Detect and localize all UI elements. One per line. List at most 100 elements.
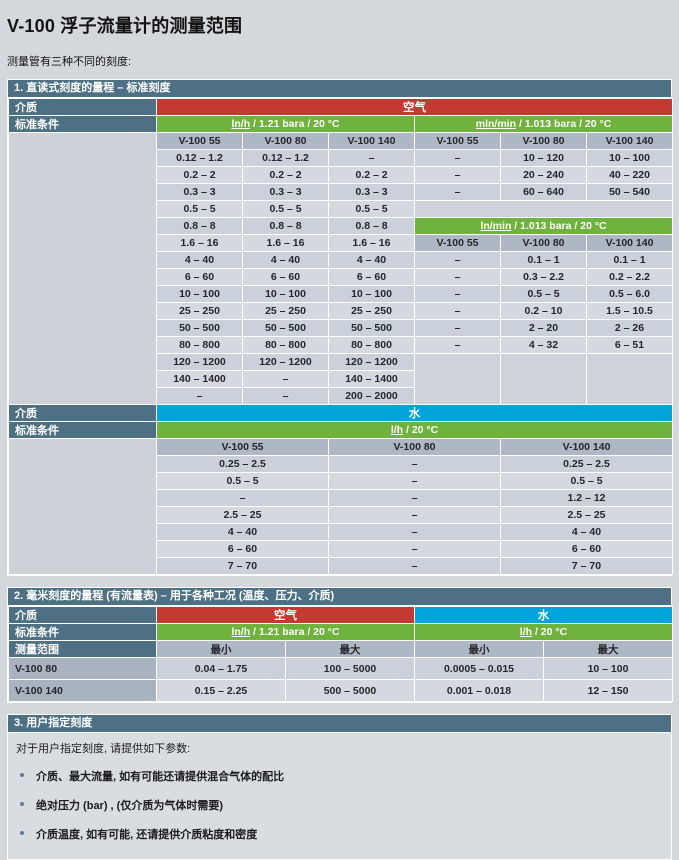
data-cell: 50 – 500 <box>156 319 243 337</box>
empty-cell <box>414 353 501 405</box>
section2-header: 2. 毫米刻度的量程 (有流量表) – 用于各种工况 (温度、压力、介质) <box>8 588 671 605</box>
data-cell: 2 – 26 <box>585 319 674 337</box>
data-cell: 4 – 40 <box>328 251 415 269</box>
column-header-cell: V-100 55 <box>156 438 329 456</box>
data-cell: 0.1 – 1 <box>585 251 674 269</box>
data-cell: 10 – 100 <box>328 285 415 303</box>
data-cell: 40 – 220 <box>585 166 674 184</box>
section-direct-reading-scale: 1. 直读式刻度的量程 – 标准刻度 介质 空气 标准条件 ln/h / 1.21 b… <box>7 79 674 576</box>
data-cell: 2 – 20 <box>500 319 587 337</box>
condition-header-cell: ln/h / 1.21 bara / 20 °C <box>156 623 415 641</box>
data-cell: 10 – 100 <box>242 285 329 303</box>
data-cell: 0.5 – 5 <box>156 472 329 490</box>
table-row: 25 – 250 25 – 250 25 – 250–0.2 – 10 1.5 – 1… <box>9 302 674 320</box>
data-cell: 0.5 – 5 <box>156 200 243 218</box>
data-cell: 0.25 – 2.5 <box>156 455 329 473</box>
column-header-cell: V-100 80 <box>242 132 329 150</box>
row-label-cell: 测量范围 <box>8 640 157 658</box>
table-row: 4 – 40 4 – 40 4 – 40–0.1 – 1 0.1 – 1 <box>9 251 674 269</box>
bullet-icon <box>20 773 24 777</box>
data-cell: 0.2 – 2 <box>242 166 329 184</box>
data-cell: 1.5 – 10.5 <box>585 302 674 320</box>
table-row: – –200 – 2000 <box>9 387 673 405</box>
data-cell: – <box>414 285 501 303</box>
parameter-item: 介质、最大流量, 如有可能还请提供混合气体的配比 <box>18 768 663 784</box>
table-row: 标准条件 ln/h / 1.21 bara / 20 °C l/h / 20 °C <box>8 623 673 641</box>
table-row: 0.12 – 1.2 0.12 – 1.2– –10 – 120 10 – 100 <box>9 149 674 167</box>
data-cell: 12 – 150 <box>543 679 673 702</box>
table-row: 0.5 – 5–0.5 – 5 <box>9 472 674 490</box>
data-cell: 0.5 – 6.0 <box>585 285 674 303</box>
table-row: 120 – 1200 120 – 1200 120 – 1200 <box>9 353 674 405</box>
condition-header-cell: l/h / 20 °C <box>155 421 674 439</box>
table-row: 2.5 – 25–2.5 – 25 <box>9 506 674 524</box>
empty-cell <box>585 353 674 405</box>
bullet-icon <box>20 831 24 835</box>
data-cell: 0.3 – 3 <box>242 183 329 201</box>
bullet-icon <box>20 802 24 806</box>
data-cell: – <box>328 149 415 167</box>
column-header-cell: V-100 80 <box>500 234 587 252</box>
column-header-cell: V-100 140 <box>585 132 674 150</box>
data-cell: 50 – 500 <box>242 319 329 337</box>
column-header-cell: V-100 140 <box>499 438 674 456</box>
data-cell: 6 – 60 <box>156 540 329 558</box>
table-row: 6 – 60 6 – 60 6 – 60–0.3 – 2.2 0.2 – 2.2 <box>9 268 674 286</box>
data-cell: 10 – 100 <box>543 657 673 680</box>
data-cell: 0.12 – 1.2 <box>242 149 329 167</box>
data-cell: 6 – 51 <box>585 336 674 354</box>
parameter-text: 介质温度, 如有可能, 还请提供介质粘度和密度 <box>36 829 258 841</box>
data-cell: 2.5 – 25 <box>499 506 674 524</box>
data-cell: – <box>414 302 501 320</box>
data-cell: 7 – 70 <box>499 557 674 575</box>
condition-header-cell: mln/min / 1.013 bara / 20 °C <box>413 115 674 133</box>
data-cell: 0.5 – 5 <box>328 200 415 218</box>
empty-cell <box>500 353 587 405</box>
medium-water-cell: 水 <box>155 404 674 422</box>
data-cell: – <box>328 557 501 575</box>
data-cell: 140 – 1400 <box>328 370 415 388</box>
column-header-cell: V-100 55 <box>414 132 501 150</box>
data-cell: 1.6 – 16 <box>242 234 329 252</box>
parameter-item: 介质温度, 如有可能, 还请提供介质粘度和密度 <box>18 826 663 842</box>
data-cell: 4 – 40 <box>156 523 329 541</box>
row-label-cell: 标准条件 <box>8 115 157 133</box>
column-header-cell: V-100 140 <box>585 234 674 252</box>
data-cell: – <box>328 523 501 541</box>
data-cell: 0.2 – 2 <box>156 166 243 184</box>
table-row: 标准条件 l/h / 20 °C <box>8 421 674 439</box>
parameter-item: 绝对压力 (bar) , (仅介质为气体时需要) <box>18 797 663 813</box>
data-cell: – <box>156 387 243 405</box>
data-cell: 0.5 – 5 <box>242 200 329 218</box>
data-cell: – <box>328 472 501 490</box>
data-cell: 7 – 70 <box>156 557 329 575</box>
column-header-cell: 最小 <box>156 640 286 658</box>
data-cell: – <box>414 149 501 167</box>
data-cell: – <box>414 251 501 269</box>
section-mm-scale: 2. 毫米刻度的量程 (有流量表) – 用于各种工况 (温度、压力、介质) 介质… <box>7 587 673 703</box>
data-cell: 0.3 – 2.2 <box>500 268 587 286</box>
data-cell: 6 – 60 <box>328 268 415 286</box>
data-cell: 0.12 – 1.2 <box>156 149 243 167</box>
data-cell: 50 – 500 <box>328 319 415 337</box>
table-row: 标准条件 ln/h / 1.21 bara / 20 °C mln/min / 1.… <box>8 115 674 133</box>
table-row: V-100 80 0.04 – 1.75 100 – 5000 0.0005 – 0.… <box>8 657 673 680</box>
data-cell: – <box>414 183 501 201</box>
column-header-cell: V-100 140 <box>328 132 415 150</box>
condition-header-cell: ln/h / 1.21 bara / 20 °C <box>156 115 415 133</box>
data-cell: 1.6 – 16 <box>156 234 243 252</box>
data-cell: 60 – 640 <box>500 183 587 201</box>
data-cell: 0.04 – 1.75 <box>156 657 286 680</box>
page-subtitle: 测量管有三种不同的刻度: <box>7 56 132 68</box>
table-row: 6 – 60–6 – 60 <box>9 540 674 558</box>
data-cell: 0.2 – 2.2 <box>585 268 674 286</box>
data-cell: 0.25 – 2.5 <box>499 455 674 473</box>
table-row: 介质 空气水 <box>8 606 673 624</box>
column-header-cell: 最大 <box>543 640 673 658</box>
table-row: 0.25 – 2.5–0.25 – 2.5 <box>9 455 674 473</box>
data-cell: 25 – 250 <box>242 302 329 320</box>
data-cell: 80 – 800 <box>328 336 415 354</box>
data-cell: 200 – 2000 <box>328 387 415 405</box>
data-cell: – <box>414 166 501 184</box>
table-row: 1.6 – 16 1.6 – 16 1.6 – 16 V-100 55 V-100 80… <box>9 234 674 252</box>
